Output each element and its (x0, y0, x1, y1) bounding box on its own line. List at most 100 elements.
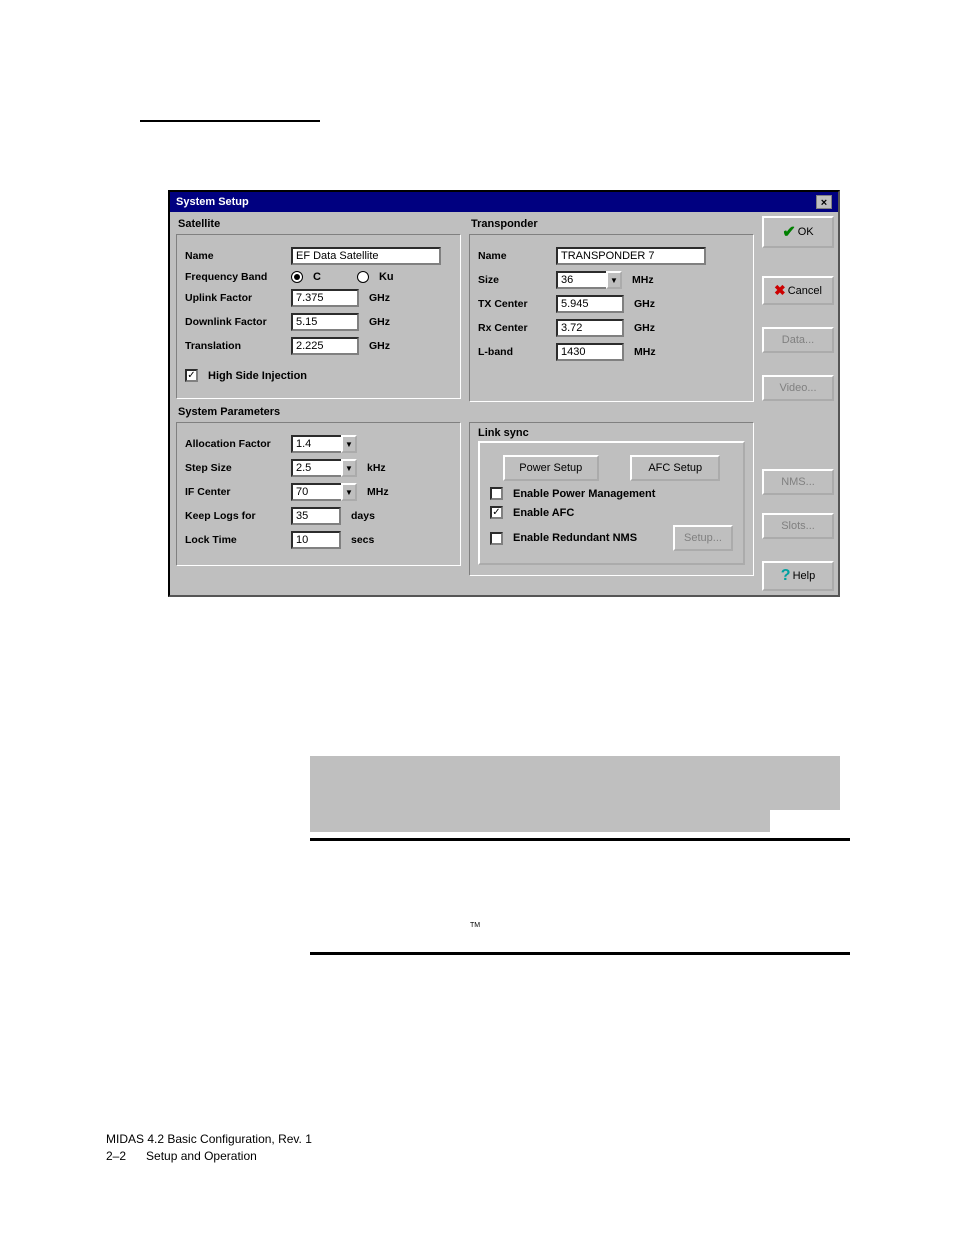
rxc-unit: GHz (634, 322, 666, 334)
downlink-unit: GHz (369, 316, 401, 328)
step-label: Step Size (185, 462, 285, 474)
cancel-button[interactable]: ✖ Cancel (762, 276, 834, 305)
slots-button[interactable]: Slots... (762, 513, 834, 539)
check-icon: ✔ (782, 222, 795, 242)
data-label: Data... (782, 334, 814, 346)
lock-unit: secs (351, 534, 383, 546)
rxc-input[interactable] (556, 319, 624, 337)
enable-redundant-check[interactable] (490, 532, 503, 545)
x-icon: ✖ (774, 282, 786, 299)
step-input[interactable] (291, 459, 341, 477)
lock-input[interactable] (291, 531, 341, 549)
tr-name-label: Name (478, 250, 550, 262)
nms-label: NMS... (781, 476, 815, 488)
grey-block-2 (310, 810, 770, 832)
logs-label: Keep Logs for (185, 510, 285, 522)
step-unit: kHz (367, 462, 399, 474)
tr-size-label: Size (478, 274, 550, 286)
uplink-unit: GHz (369, 292, 401, 304)
hsi-label: High Side Injection (208, 370, 307, 382)
titlebar: System Setup × (170, 192, 838, 212)
txc-unit: GHz (634, 298, 666, 310)
radio-c[interactable] (291, 271, 303, 283)
enable-afc-check[interactable]: ✓ (490, 506, 503, 519)
uplink-label: Uplink Factor (185, 292, 285, 304)
tm-mark: TM (470, 922, 480, 929)
satellite-panel: Name Frequency Band C Ku Uplink Factor (176, 234, 461, 399)
hsi-check[interactable]: ✓ (185, 369, 198, 382)
top-underline (140, 120, 320, 122)
tr-size-dropdown[interactable]: ▼ (606, 271, 622, 289)
help-button[interactable]: ? Help (762, 561, 834, 591)
sysparams-panel: Allocation Factor ▼ Step Size ▼ (176, 422, 461, 566)
radio-ku[interactable] (357, 271, 369, 283)
tr-name-input[interactable] (556, 247, 706, 265)
window-title: System Setup (176, 196, 249, 208)
radio-ku-label: Ku (379, 271, 394, 283)
ok-button[interactable]: ✔ OK (762, 216, 834, 248)
close-icon[interactable]: × (816, 195, 832, 209)
alloc-input[interactable] (291, 435, 341, 453)
system-setup-window: System Setup × Satellite Name Frequency … (168, 190, 840, 597)
ifc-label: IF Center (185, 486, 285, 498)
sat-name-input[interactable] (291, 247, 441, 265)
ifc-input[interactable] (291, 483, 341, 501)
enable-afc-label: Enable AFC (513, 507, 574, 519)
radio-c-label: C (313, 271, 321, 283)
translation-input[interactable] (291, 337, 359, 355)
enable-redundant-label: Enable Redundant NMS (513, 532, 667, 544)
cancel-label: Cancel (788, 285, 822, 297)
afc-setup-label: AFC Setup (648, 462, 702, 474)
help-label: Help (793, 570, 816, 582)
uplink-input[interactable] (291, 289, 359, 307)
grey-block-1 (310, 756, 840, 810)
logs-input[interactable] (291, 507, 341, 525)
logs-unit: days (351, 510, 383, 522)
slots-label: Slots... (781, 520, 815, 532)
rule-1 (310, 838, 850, 841)
step-dropdown[interactable]: ▼ (341, 459, 357, 477)
ifc-unit: MHz (367, 486, 399, 498)
downlink-label: Downlink Factor (185, 316, 285, 328)
tr-size-unit: MHz (632, 274, 664, 286)
power-setup-button[interactable]: Power Setup (503, 455, 599, 481)
footer-page: 2–2 (106, 1149, 126, 1163)
video-button[interactable]: Video... (762, 375, 834, 401)
translation-label: Translation (185, 340, 285, 352)
lock-label: Lock Time (185, 534, 285, 546)
linksync-panel: Link sync Power Setup AFC Setup Enable P… (469, 422, 754, 576)
txc-input[interactable] (556, 295, 624, 313)
rxc-label: Rx Center (478, 322, 550, 334)
transponder-panel: Name Size ▼ MHz TX Center (469, 234, 754, 402)
redundant-setup-button[interactable]: Setup... (673, 525, 733, 551)
lband-input[interactable] (556, 343, 624, 361)
afc-setup-button[interactable]: AFC Setup (630, 455, 720, 481)
sat-name-label: Name (185, 250, 285, 262)
downlink-input[interactable] (291, 313, 359, 331)
linksync-header: Link sync (478, 425, 745, 441)
freq-band-label: Frequency Band (185, 271, 285, 283)
sysparams-header: System Parameters (174, 404, 756, 420)
lband-label: L-band (478, 346, 550, 358)
data-button[interactable]: Data... (762, 327, 834, 353)
tr-size-input[interactable] (556, 271, 606, 289)
ifc-dropdown[interactable]: ▼ (341, 483, 357, 501)
alloc-dropdown[interactable]: ▼ (341, 435, 357, 453)
linksync-inner: Power Setup AFC Setup Enable Power Manag… (478, 441, 745, 565)
button-column: ✔ OK ✖ Cancel Data... Video... NMS... Sl… (756, 216, 834, 591)
help-icon: ? (781, 567, 791, 585)
page-footer: MIDAS 4.2 Basic Configuration, Rev. 1 2–… (106, 1131, 312, 1165)
redundant-setup-label: Setup... (684, 532, 722, 544)
video-label: Video... (779, 382, 816, 394)
enable-pm-label: Enable Power Management (513, 488, 655, 500)
enable-pm-check[interactable] (490, 487, 503, 500)
nms-button[interactable]: NMS... (762, 469, 834, 495)
alloc-label: Allocation Factor (185, 438, 285, 450)
footer-line1: MIDAS 4.2 Basic Configuration, Rev. 1 (106, 1131, 312, 1148)
ok-label: OK (798, 226, 814, 238)
power-setup-label: Power Setup (519, 462, 582, 474)
transponder-header: Transponder (467, 216, 756, 232)
translation-unit: GHz (369, 340, 401, 352)
footer-section: Setup and Operation (146, 1149, 257, 1163)
txc-label: TX Center (478, 298, 550, 310)
